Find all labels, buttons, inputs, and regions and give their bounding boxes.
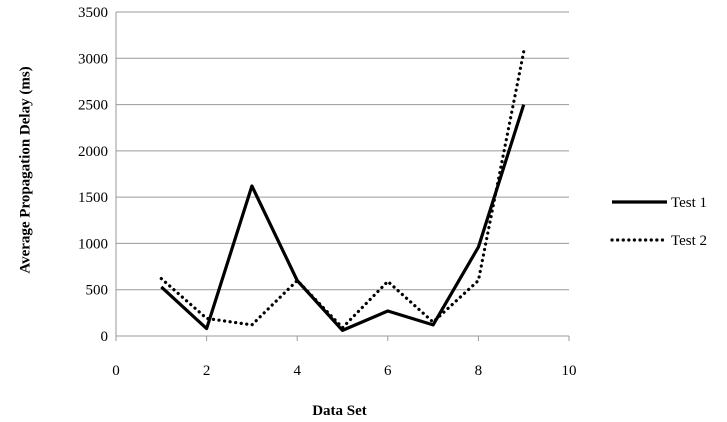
y-tick-label: 2500	[78, 98, 108, 114]
y-tick-label: 3500	[78, 5, 108, 21]
x-axis-title: Data Set	[312, 403, 367, 419]
y-tick-label: 0	[101, 329, 109, 345]
x-tick-label: 10	[562, 363, 577, 379]
x-tick-label: 8	[475, 363, 483, 379]
x-tick-label: 4	[293, 363, 301, 379]
series-line-1	[160, 104, 526, 332]
y-tick-label: 2000	[78, 144, 108, 160]
x-tick-label: 2	[203, 363, 211, 379]
y-tick-label: 1500	[78, 190, 108, 206]
series-lines	[159, 50, 526, 332]
axes	[115, 12, 570, 341]
legend-label-test-1: Test 1	[671, 195, 707, 211]
tick-labels: 0 500 1000 1500 2000 2500 3000 3500 0 2 4 6 8 10	[78, 5, 577, 379]
series-line-2	[159, 50, 526, 330]
x-tick-label: 6	[384, 363, 392, 379]
y-tick-label: 500	[86, 283, 109, 299]
gridlines	[116, 11, 569, 291]
legend: Test 1 Test 2	[610, 195, 707, 249]
y-tick-label: 3000	[78, 51, 108, 67]
y-axis-title: Average Propagation Delay (ms)	[17, 66, 33, 273]
x-tick-label: 0	[112, 363, 120, 379]
y-tick-label: 1000	[78, 236, 108, 252]
legend-label-test-2: Test 2	[671, 233, 707, 249]
